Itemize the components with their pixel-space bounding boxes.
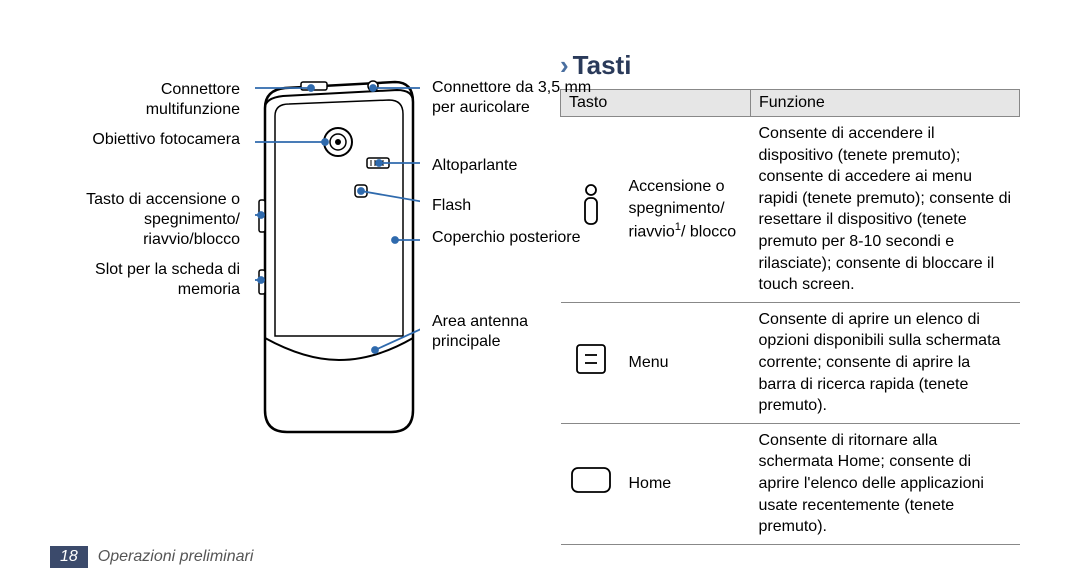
keys-section: ›Tasti Tasto Funzione Accensione	[520, 50, 1020, 566]
phone-rear-diagram: Connettore multifunzione Obiettivo fotoc…	[60, 50, 520, 566]
manual-page: Connettore multifunzione Obiettivo fotoc…	[0, 0, 1080, 586]
section-title: ›Tasti	[560, 50, 1020, 81]
label-flash: Flash	[432, 196, 592, 216]
key-label: Home	[621, 423, 751, 544]
key-desc: Consente di aprire un elenco di opzioni …	[751, 302, 1020, 423]
label-sd-slot: Slot per la scheda di memoria	[70, 260, 240, 300]
key-label: Menu	[621, 302, 751, 423]
page-footer: 18 Operazioni preliminari	[50, 546, 253, 568]
chevron-icon: ›	[560, 50, 569, 80]
footer-section-name: Operazioni preliminari	[98, 548, 254, 566]
label-camera-lens: Obiettivo fotocamera	[70, 130, 240, 150]
label-headset-jack: Connettore da 3,5 mm per auricolare	[432, 78, 592, 118]
label-multifunction-jack: Connettore multifunzione	[70, 80, 240, 120]
key-label: Accensione o spegnimento/ riavvio1/ bloc…	[621, 117, 751, 303]
section-title-text: Tasti	[573, 50, 632, 80]
table-row: Menu Consente di aprire un elenco di opz…	[561, 302, 1020, 423]
table-row: Home Consente di ritornare alla schermat…	[561, 423, 1020, 544]
key-desc: Consente di ritornare alla schermata Hom…	[751, 423, 1020, 544]
col-header-function: Funzione	[751, 90, 1020, 117]
label-back-cover: Coperchio posteriore	[432, 228, 592, 248]
label-antenna-area: Area antenna principale	[432, 312, 592, 352]
keys-table: Tasto Funzione Accensione o spegnimento/…	[560, 89, 1020, 545]
page-number: 18	[50, 546, 88, 568]
key-desc: Consente di accendere il dispositivo (te…	[751, 117, 1020, 303]
label-speaker: Altoparlante	[432, 156, 592, 176]
label-power-key: Tasto di accensione o spegnimento/ riavv…	[60, 190, 240, 250]
table-row: Accensione o spegnimento/ riavvio1/ bloc…	[561, 117, 1020, 303]
phone-illustration	[255, 80, 420, 440]
key-icon-home	[561, 423, 621, 544]
